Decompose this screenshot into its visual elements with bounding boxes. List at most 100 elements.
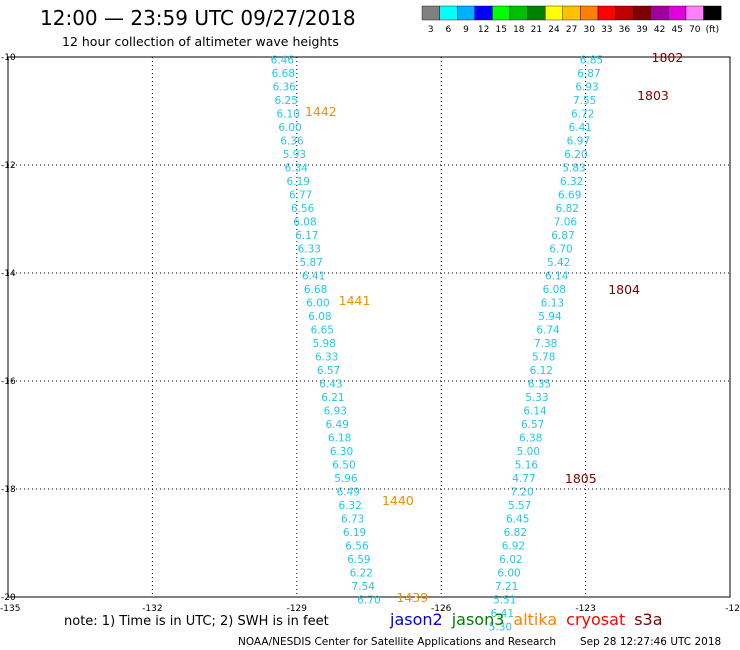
x-tick-label: -135	[0, 604, 20, 614]
pass-labels: 1442 1441 1440 1439 1802 1803 1804 1805	[305, 50, 683, 605]
plot-border	[7, 56, 731, 598]
scale-swatch	[580, 5, 599, 21]
swh-value-label: 6.43	[319, 379, 342, 391]
swh-value-label: 6.87	[551, 230, 574, 242]
swh-value-label: 6.70	[549, 244, 572, 256]
swh-value-label: 6.69	[558, 190, 581, 202]
swh-value-label: 6.10	[276, 109, 299, 121]
pass-number-label: 1440	[382, 493, 414, 508]
swh-value-label: 6.33	[315, 352, 338, 364]
scale-swatch	[562, 5, 581, 21]
swh-value-label: 6.02	[499, 554, 522, 566]
x-tick-label: -126	[431, 604, 452, 614]
swh-value-label: 5.93	[283, 149, 306, 161]
scale-label: 6	[446, 25, 452, 35]
timestamp-text: Sep 28 12:27:46 UTC 2018	[580, 636, 721, 648]
swh-value-label: 6.25	[275, 95, 298, 107]
swh-value-label: 6.97	[567, 136, 590, 148]
scale-label: 39	[636, 25, 648, 35]
y-tick-label: -10	[1, 53, 16, 63]
x-tick-label: -12	[725, 604, 740, 614]
pass-number-label: 1805	[565, 471, 597, 486]
axis-tick-labels: -10 -12 -14 -16 -18 -20-135 -132 -129 -126 -123 -1…	[0, 53, 740, 614]
grid-lines	[8, 57, 730, 597]
swh-value-label: 7.20	[510, 487, 533, 499]
scale-swatch	[685, 5, 704, 21]
swh-value-label: 6.00	[306, 298, 329, 310]
satellite-legend-item: altika	[513, 610, 557, 629]
scale-swatch	[615, 5, 634, 21]
swh-value-label: 6.18	[328, 433, 351, 445]
scale-swatch	[633, 5, 652, 21]
swh-value-label: 5.00	[517, 446, 540, 458]
pass-number-label: 1441	[339, 293, 371, 308]
swh-value-label: 6.68	[272, 68, 295, 80]
swh-value-label: 6.00	[278, 122, 301, 134]
swh-value-label: 6.08	[308, 311, 331, 323]
swh-value-label: 6.33	[298, 244, 321, 256]
scale-label: 12	[478, 25, 489, 35]
y-tick-label: -16	[1, 377, 16, 387]
swh-value-label: 5.42	[547, 257, 570, 269]
y-tick-label: -18	[1, 485, 16, 495]
scale-label: 36	[619, 25, 631, 35]
swh-value-label: 6.08	[293, 217, 316, 229]
swh-value-label: 6.82	[504, 527, 527, 539]
swh-value-label: 5.87	[300, 257, 323, 269]
swh-value-label: 5.83	[562, 163, 585, 175]
satellite-legend-item: jason2	[389, 610, 443, 629]
scale-swatch	[668, 5, 687, 21]
scale-swatch	[597, 5, 616, 21]
scale-swatch	[457, 5, 476, 21]
swh-value-label: 6.20	[564, 149, 587, 161]
x-tick-label: -132	[142, 604, 162, 614]
footnote: note: 1) Time is in UTC; 2) SWH is in fe…	[64, 614, 329, 629]
swh-value-label: 6.77	[289, 190, 312, 202]
swh-value-label: 6.13	[541, 298, 564, 310]
swh-value-label: 5.78	[532, 352, 555, 364]
swh-value-label: 6.59	[347, 554, 370, 566]
color-scale-legend: 3 6 9 12 15 18 21 24 27 30 33 36 39 42 45 70 (ft)	[421, 5, 722, 35]
swh-value-label: 6.36	[280, 136, 304, 148]
swh-value-label: 6.22	[350, 568, 373, 580]
swh-value-label: 6.17	[295, 230, 318, 242]
swh-value-label: 7.55	[573, 95, 596, 107]
scale-swatch	[474, 5, 493, 21]
swh-value-label: 6.65	[311, 325, 334, 337]
swh-value-label: 5.98	[313, 338, 336, 350]
swh-value-label: 6.92	[502, 541, 525, 553]
swh-value-label: 5.96	[334, 473, 358, 485]
swh-value-label: 6.14	[523, 406, 547, 418]
swh-value-label: 6.93	[324, 406, 347, 418]
swh-value-label: 6.70	[357, 595, 380, 607]
swh-value-label: 6.73	[341, 514, 364, 526]
plot-area	[7, 56, 731, 598]
swh-value-label: 6.56	[345, 541, 369, 553]
swh-value-label: 6.50	[332, 460, 355, 472]
scale-label: 15	[495, 25, 506, 35]
swh-value-label: 6.30	[330, 446, 353, 458]
swh-value-label: 5.94	[538, 311, 562, 323]
swh-value-label: 6.72	[571, 109, 594, 121]
scale-label: 3	[428, 25, 434, 35]
pass-number-label: 1803	[637, 88, 669, 103]
scale-label: 30	[583, 25, 595, 35]
swh-value-label: 6.57	[317, 365, 340, 377]
swh-value-label: 6.56	[291, 203, 315, 215]
swh-value-label: 6.85	[580, 55, 603, 67]
pass-number-label: 1439	[396, 590, 428, 605]
swh-value-label: 4.77	[512, 473, 535, 485]
swh-value-label: 6.19	[287, 176, 310, 188]
swh-value-label: 7.38	[534, 338, 557, 350]
satellite-legend-item: cryosat	[566, 610, 625, 629]
y-tick-label: -20	[1, 593, 16, 603]
swh-value-label: 6.93	[575, 82, 598, 94]
wave-height-marks: 6.466.686.366.256.106.006.365.936.346.19…	[271, 55, 603, 634]
swh-value-label: 6.49	[326, 419, 349, 431]
swh-value-label: 5.57	[508, 500, 531, 512]
swh-value-label: 6.34	[285, 163, 309, 175]
pass-number-label: 1802	[652, 50, 684, 65]
swh-value-label: 6.38	[519, 433, 542, 445]
swh-value-label: 6.36	[273, 82, 297, 94]
